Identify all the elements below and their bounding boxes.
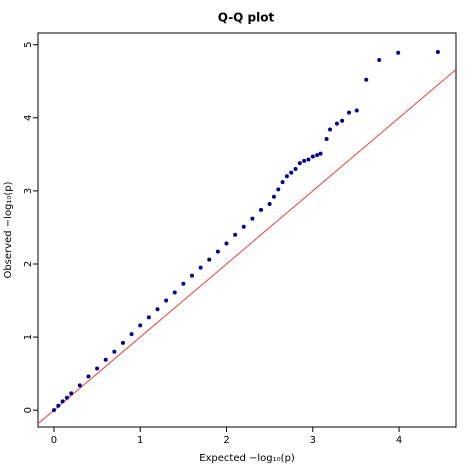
point — [347, 110, 352, 115]
point — [198, 265, 203, 270]
x-axis-label: Expected −log₁₀(p) — [199, 453, 295, 464]
point — [364, 77, 369, 82]
point — [51, 408, 56, 413]
point — [315, 153, 320, 158]
reference-line — [37, 69, 457, 425]
point — [190, 273, 194, 278]
point — [56, 403, 61, 408]
point — [334, 121, 339, 126]
point — [259, 207, 264, 212]
point — [293, 166, 298, 171]
x-tick-label: 4 — [396, 435, 402, 446]
point — [241, 224, 246, 229]
point — [284, 174, 289, 179]
x-tick-label: 0 — [51, 435, 57, 446]
point — [164, 298, 169, 303]
y-tick-label: 2 — [23, 261, 34, 267]
y-tick-label: 0 — [23, 407, 34, 413]
point — [86, 374, 91, 379]
y-axis-label: Observed −log₁₀(p) — [3, 181, 14, 278]
point — [112, 349, 117, 354]
x-tick-label: 1 — [137, 435, 143, 446]
point — [328, 127, 333, 132]
point — [354, 108, 359, 113]
y-tick-label: 1 — [23, 334, 34, 340]
y-tick-label: 4 — [23, 115, 34, 121]
chart-title: Q-Q plot — [218, 11, 275, 25]
point — [340, 118, 345, 123]
point — [310, 154, 315, 159]
x-tick-label: 2 — [223, 435, 229, 446]
point — [250, 216, 255, 221]
point — [276, 187, 281, 192]
point — [267, 202, 272, 207]
point — [138, 323, 143, 328]
point — [155, 307, 160, 312]
point — [129, 332, 134, 337]
y-tick-label: 5 — [23, 42, 34, 48]
point — [95, 366, 100, 371]
point — [289, 170, 294, 175]
y-tick-label: 3 — [23, 188, 34, 194]
point — [306, 157, 311, 162]
point — [77, 383, 82, 388]
point — [172, 290, 177, 295]
point — [69, 391, 74, 396]
point — [318, 151, 323, 156]
point — [64, 395, 69, 400]
point — [120, 340, 125, 345]
plot-frame — [37, 32, 457, 428]
point — [297, 161, 302, 166]
point — [377, 58, 382, 63]
point — [233, 232, 238, 237]
point — [207, 257, 212, 262]
point — [280, 180, 285, 185]
point — [60, 399, 65, 404]
point — [271, 194, 276, 199]
point — [181, 281, 186, 286]
point — [396, 50, 401, 55]
point — [224, 241, 229, 246]
point — [302, 158, 307, 163]
point — [324, 136, 329, 141]
point — [103, 357, 108, 362]
point — [146, 315, 151, 320]
point — [435, 50, 440, 55]
x-tick-label: 3 — [310, 435, 316, 446]
point — [215, 249, 220, 254]
